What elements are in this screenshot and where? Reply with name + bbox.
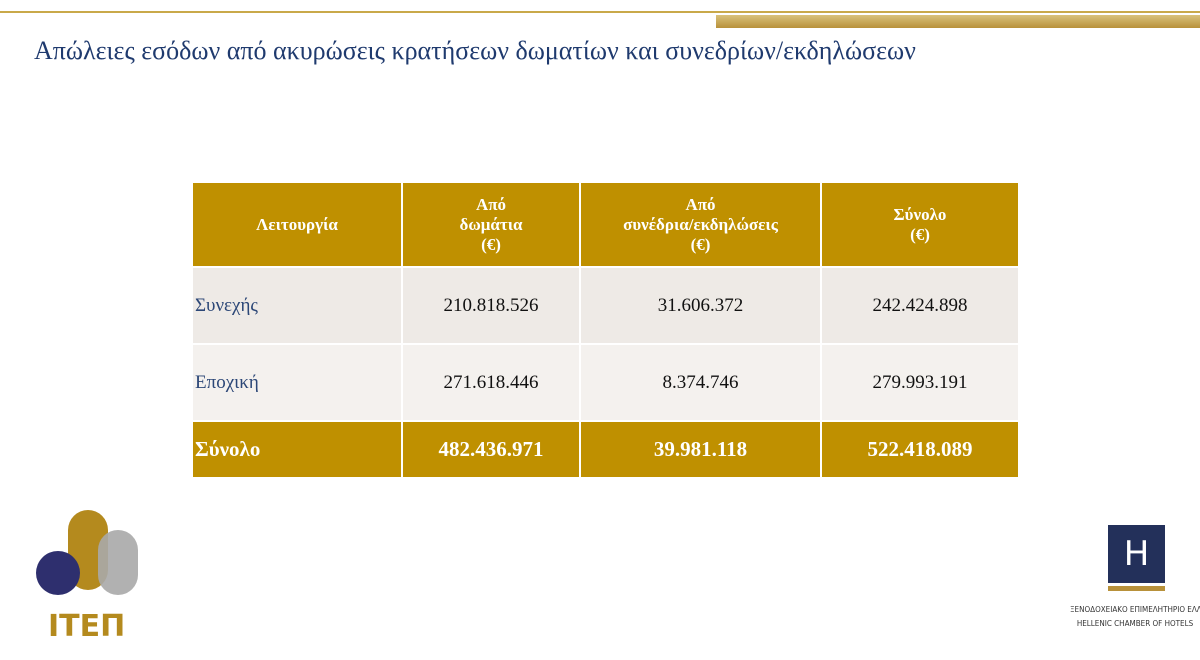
hotel-mark: H (1108, 525, 1165, 583)
hotel-text: ΞΕΝΟΔΟΧΕΙΑΚΟ ΕΠΙΜΕΛΗΤΗΡΙΟ ΕΛΛΑΔΟΣ HELLEN… (1070, 603, 1200, 631)
hotel-band (1108, 586, 1165, 591)
logo-shape (36, 551, 80, 595)
header-cell: Από δωμάτια (€) (403, 183, 581, 268)
logo-shape (98, 530, 138, 595)
header-line: Σύνολο (893, 204, 947, 224)
total-cell: Σύνολο (193, 422, 403, 479)
table-cell: 8.374.746 (581, 345, 822, 422)
top-band (716, 15, 1200, 28)
header-line: (€) (481, 234, 501, 254)
total-cell: 522.418.089 (822, 422, 1018, 479)
table-cell: Συνεχής (193, 268, 403, 345)
header-row: Λειτουργία Από δωμάτια (€) Από συνέδρια/εκδηλ… (193, 183, 1018, 268)
header-cell: Λειτουργία (193, 183, 403, 268)
hotel-line: ΞΕΝΟΔΟΧΕΙΑΚΟ ΕΠΙΜΕΛΗΤΗΡΙΟ ΕΛΛΑΔΟΣ (1070, 605, 1200, 614)
header-line: Λειτουργία (256, 214, 338, 234)
header-line: Από (475, 194, 507, 214)
table-cell: 210.818.526 (403, 268, 581, 345)
itep-logo: ΙΤΕΠ (36, 510, 138, 644)
header-line: (€) (690, 234, 711, 254)
hotel-line: HELLENIC CHAMBER OF HOTELS (1076, 619, 1194, 628)
header-line: Από (685, 194, 716, 214)
top-rule (0, 11, 1200, 13)
table: Λειτουργία Από δωμάτια (€) Από συνέδρια/εκδηλ… (193, 183, 1018, 479)
header-cell: Από συνέδρια/εκδηλώσεις (€) (581, 183, 822, 268)
total-cell: 39.981.118 (581, 422, 822, 479)
total-cell: 482.436.971 (403, 422, 581, 479)
table-cell: 242.424.898 (822, 268, 1018, 345)
header-cell: Σύνολο (€) (822, 183, 1018, 268)
table-row: Συνεχής 210.818.526 31.606.372 242.424.898 (193, 268, 1018, 345)
table-row: Εποχική 271.618.446 8.374.746 279.993.191 (193, 345, 1018, 422)
logo-text: ΙΤΕΠ (48, 609, 125, 644)
table-cell: 31.606.372 (581, 268, 822, 345)
table-cell: 279.993.191 (822, 345, 1018, 422)
header-line: δωμάτια (459, 214, 523, 234)
total-row: Σύνολο 482.436.971 39.981.118 522.418.089 (193, 422, 1018, 479)
header-line: συνέδρια/εκδηλώσεις (623, 214, 778, 234)
title: Απώλειες εσόδων από ακυρώσεις κρατήσεων … (34, 36, 916, 65)
header-line: (€) (910, 224, 930, 244)
table-cell: Εποχική (193, 345, 403, 422)
table-cell: 271.618.446 (403, 345, 581, 422)
